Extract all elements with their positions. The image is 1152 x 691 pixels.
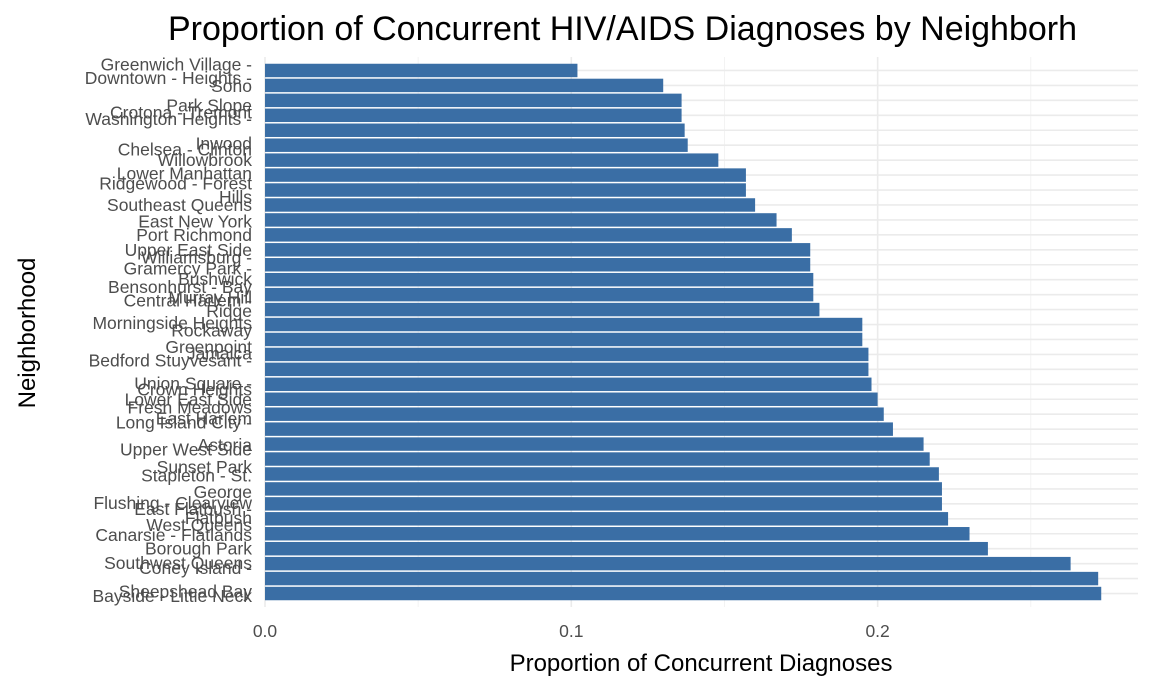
chart-title: Proportion of Concurrent HIV/AIDS Diagno… (168, 10, 1077, 48)
x-tick-labels: 0.0 0.1 0.2 (253, 621, 890, 641)
bar (265, 213, 777, 227)
y-tick-label: Fresh Meadows (128, 397, 253, 417)
y-tick-label: Borough Park (145, 539, 252, 559)
bar (265, 63, 578, 78)
y-tick-label: Gramercy Park - (124, 258, 253, 278)
y-tick-label: Union Square - (134, 374, 252, 394)
y-tick-label: George (194, 482, 252, 502)
bar (265, 571, 1099, 586)
y-tick-label: Bushwick (178, 269, 252, 289)
bar (265, 108, 682, 123)
bar (265, 556, 1071, 571)
bar (265, 138, 688, 152)
y-tick-label: Inwood (196, 134, 252, 154)
y-tick-label: Astoria (198, 435, 253, 455)
y-tick-label: Sheepshead Bay (119, 581, 253, 601)
y-tick-label: Ridge (206, 301, 252, 321)
bar (265, 302, 820, 317)
y-tick-label: Greenwich Village - (101, 54, 253, 74)
y-tick-label: Upper West Side (120, 439, 252, 459)
y-tick-label: Coney Island - (139, 558, 252, 578)
bar (265, 377, 872, 392)
y-tick-label: Downtown - Heights - (85, 68, 252, 88)
y-tick-label: Bayside - Little Neck (92, 586, 252, 606)
y-tick-label: Sunset Park (157, 457, 253, 477)
y-tick-label: Willowbrook (158, 150, 253, 170)
y-tick-label: Upper East Side (125, 240, 252, 260)
bar (265, 541, 988, 556)
bar (265, 168, 746, 182)
bar (265, 123, 685, 137)
y-tick-label: East Harlem (156, 409, 252, 429)
bar (265, 183, 746, 197)
y-tick-label: Port Richmond (136, 225, 252, 245)
bar (265, 198, 756, 212)
bar (265, 317, 863, 332)
y-tick-label: Crotona - Tremont (110, 102, 252, 122)
y-tick-label: Bensonhurst - Bay (108, 277, 252, 297)
bar (265, 437, 924, 451)
bar (265, 527, 970, 541)
bar (265, 287, 814, 302)
x-tick-label: 0.0 (253, 621, 278, 641)
y-tick-label: Canarsie - Flatlands (95, 525, 252, 545)
x-axis-title: Proportion of Concurrent Diagnoses (510, 650, 893, 677)
bar (265, 512, 949, 526)
y-tick-label: East New York (138, 211, 252, 231)
y-tick-label: Crown Heights (137, 380, 252, 400)
bar (265, 422, 893, 436)
bar (265, 482, 942, 496)
bar (265, 347, 869, 362)
bar (265, 93, 682, 108)
y-tick-label: Southwest Queens (104, 553, 252, 573)
y-tick-label: Washington Heights - (85, 109, 252, 129)
bar (265, 243, 811, 257)
y-tick-label: Jamaica (187, 344, 252, 364)
y-tick-label: Stapleton - St. (141, 465, 252, 485)
y-tick-label: Williamsburg - (141, 247, 252, 267)
y-tick-label: Ridgewood - Forest (99, 173, 252, 193)
y-tick-label: Soho (211, 76, 252, 96)
y-tick-label: Long Island City - (116, 412, 252, 432)
bar (265, 332, 863, 347)
x-tick-label: 0.2 (865, 621, 889, 641)
y-tick-label: Hills (219, 187, 252, 207)
y-tick-label: Murray Hill (168, 288, 252, 308)
y-tick-label: Morningside Heights (92, 313, 252, 333)
y-tick-label: Southeast Queens (107, 195, 252, 215)
bar (265, 586, 1102, 601)
bar (265, 228, 792, 242)
y-tick-label: West Queens (146, 515, 252, 535)
y-tick-label: Flushing - Clearview (93, 493, 252, 513)
y-tick-label: Lower East Side (125, 389, 252, 409)
y-tick-label: Chelsea - Clinton (118, 140, 252, 160)
y-tick-label: Greenpoint (165, 337, 252, 357)
bar (265, 258, 811, 272)
y-tick-labels: Greenwich Village -Downtown - Heights -S… (85, 54, 253, 605)
bar (265, 78, 664, 93)
bar (265, 153, 719, 167)
y-axis-title: Neighborhood (14, 258, 41, 409)
bar (265, 272, 814, 287)
y-tick-label: Flatbush (185, 508, 252, 528)
y-tick-label: Bedford Stuyvesant - (89, 350, 253, 370)
y-tick-label: Lower Manhattan (117, 164, 252, 184)
bar (265, 392, 878, 406)
y-tick-label: Rockaway (171, 321, 252, 341)
bar (265, 497, 942, 511)
bar (265, 467, 939, 481)
bar (265, 452, 930, 466)
x-tick-label: 0.1 (559, 621, 583, 641)
y-tick-label: Central Harlem - (124, 291, 253, 311)
bar (265, 362, 869, 377)
bar (265, 407, 884, 421)
y-tick-label: East Flatbush - (134, 499, 252, 519)
y-tick-label: Park Slope (166, 96, 252, 116)
bars-group (265, 63, 1102, 601)
